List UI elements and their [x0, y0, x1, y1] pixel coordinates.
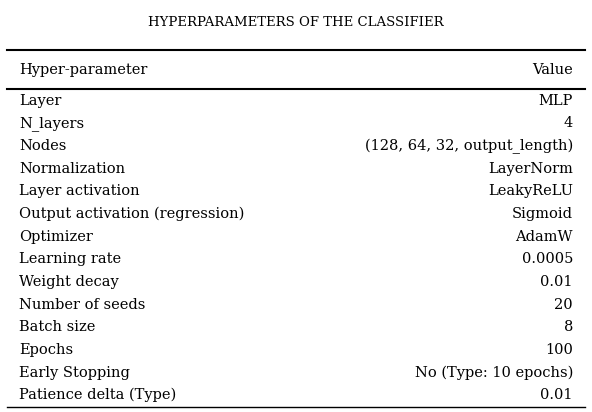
Text: 20: 20: [554, 297, 573, 311]
Text: Output activation (regression): Output activation (regression): [19, 207, 244, 221]
Text: Batch size: Batch size: [19, 320, 95, 334]
Text: Epochs: Epochs: [19, 343, 73, 357]
Text: LayerNorm: LayerNorm: [488, 162, 573, 176]
Text: Layer activation: Layer activation: [19, 184, 140, 198]
Text: 0.01: 0.01: [540, 275, 573, 289]
Text: LeakyReLU: LeakyReLU: [488, 184, 573, 198]
Text: HYPERPARAMETERS OF THE CLASSIFIER: HYPERPARAMETERS OF THE CLASSIFIER: [148, 16, 444, 29]
Text: 100: 100: [545, 343, 573, 357]
Text: Early Stopping: Early Stopping: [19, 365, 130, 379]
Text: Sigmoid: Sigmoid: [512, 207, 573, 221]
Text: AdamW: AdamW: [516, 229, 573, 243]
Text: 0.0005: 0.0005: [522, 252, 573, 266]
Text: Number of seeds: Number of seeds: [19, 297, 146, 311]
Text: 0.01: 0.01: [540, 388, 573, 402]
Text: Hyper-parameter: Hyper-parameter: [19, 63, 147, 77]
Text: Patience delta (Type): Patience delta (Type): [19, 388, 176, 403]
Text: 4: 4: [564, 116, 573, 130]
Text: Weight decay: Weight decay: [19, 275, 119, 289]
Text: Learning rate: Learning rate: [19, 252, 121, 266]
Text: No (Type: 10 epochs): No (Type: 10 epochs): [414, 365, 573, 380]
Text: Normalization: Normalization: [19, 162, 125, 176]
Text: Optimizer: Optimizer: [19, 229, 93, 243]
Text: N_layers: N_layers: [19, 116, 84, 131]
Text: (128, 64, 32, output_length): (128, 64, 32, output_length): [365, 138, 573, 154]
Text: Value: Value: [532, 63, 573, 77]
Text: Layer: Layer: [19, 94, 62, 108]
Text: Nodes: Nodes: [19, 139, 66, 153]
Text: MLP: MLP: [539, 94, 573, 108]
Text: 8: 8: [564, 320, 573, 334]
